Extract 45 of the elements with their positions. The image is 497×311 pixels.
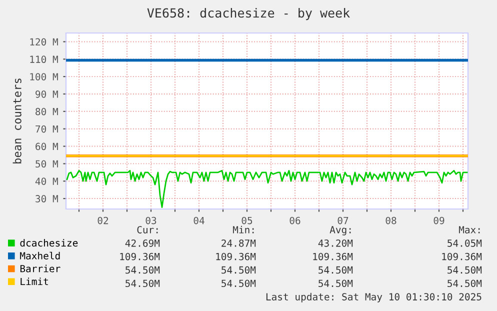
x-tick-label: 09: [434, 216, 444, 224]
text: 54.50M: [126, 266, 160, 274]
legend-label: Barrier: [20, 264, 60, 272]
y-tick-label: 40 M: [35, 178, 58, 185]
text: 54.50M: [222, 266, 256, 274]
legend-label: dcachesize: [20, 239, 78, 247]
y-tick-label: 60 M: [36, 142, 58, 150]
text: 54.05M: [448, 239, 482, 247]
text: Min:: [232, 226, 254, 234]
x-tick-label: 05: [242, 216, 252, 224]
x-tick-label: 02: [98, 216, 108, 224]
y-tick-label: 120 M: [30, 38, 58, 46]
text: Max:: [458, 226, 480, 234]
y-tick-label: 110 M: [30, 56, 58, 63]
text: 54.50M: [318, 280, 353, 288]
text: 109.36M: [442, 252, 482, 260]
text: 109.36M: [313, 252, 353, 260]
text: 43.20M: [318, 239, 353, 247]
text: 54.50M: [318, 266, 353, 274]
chart-title: VE658: dcachesize - by week: [147, 8, 350, 20]
y-tick-label: 30 M: [36, 195, 58, 202]
x-tick-label: 07: [338, 216, 348, 224]
legend-label: Maxheld: [20, 252, 60, 260]
y-tick-label: 50 M: [36, 160, 58, 168]
text: Last update: Sat May 10 01:30:10 2025: [266, 292, 482, 302]
x-tick-label: 03: [146, 216, 156, 224]
y-tick-label: 100 M: [30, 73, 58, 80]
text: 24.87M: [222, 239, 256, 247]
y-tick-label: 70 M: [36, 125, 58, 133]
text: 54.50M: [126, 280, 160, 288]
text: Cur:: [137, 226, 158, 234]
text: 42.69M: [125, 239, 160, 247]
x-tick-label: 04: [194, 216, 204, 224]
text: 109.36M: [120, 252, 160, 260]
y-axis-title: bean counters: [12, 78, 22, 164]
text: 54.50M: [448, 266, 482, 274]
text: Avg:: [330, 226, 351, 236]
text: 54.50M: [448, 280, 482, 288]
text: 54.50M: [222, 280, 256, 288]
y-tick-label: 80 M: [36, 108, 58, 116]
x-tick-label: 08: [386, 216, 396, 224]
y-tick-label: 90 M: [36, 90, 58, 98]
text: 109.36M: [216, 252, 256, 260]
x-tick-label: 06: [290, 216, 300, 224]
legend-label: Limit: [20, 278, 48, 286]
